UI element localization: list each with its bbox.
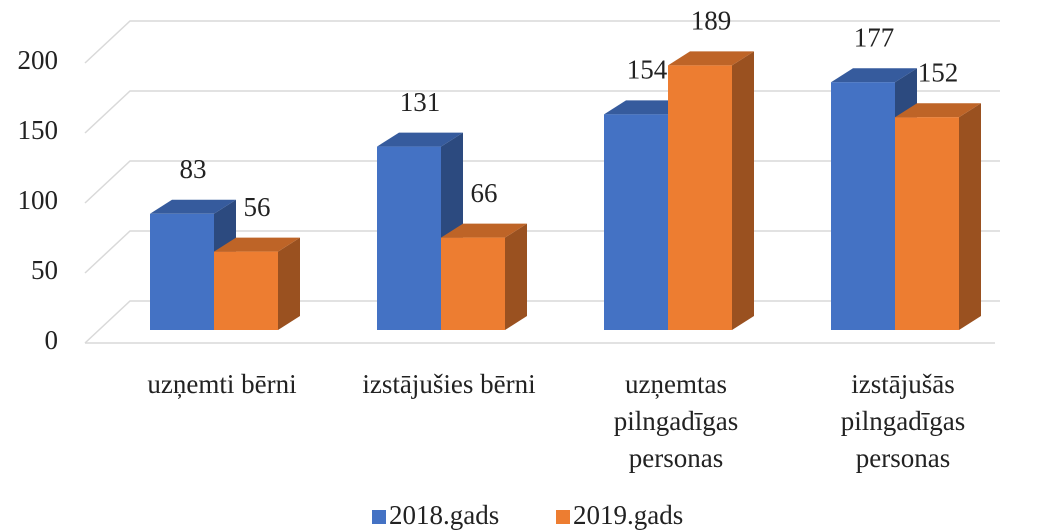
y-tick-label: 150 bbox=[18, 115, 59, 145]
data-label: 154 bbox=[627, 55, 668, 85]
bar-top bbox=[831, 68, 917, 83]
bar-top bbox=[150, 199, 236, 214]
x-tick-label: izstājušies bērni bbox=[362, 369, 536, 399]
x-tick-label: uzņemti bērni bbox=[147, 369, 297, 399]
x-tick-label: uzņemtas pilngadīgas personas bbox=[613, 369, 739, 473]
bar bbox=[214, 237, 300, 330]
legend-swatch bbox=[556, 510, 570, 524]
bar-front bbox=[604, 114, 668, 331]
bar-top bbox=[214, 237, 300, 252]
bar-front bbox=[377, 146, 441, 330]
bar-side bbox=[732, 51, 754, 331]
bar-front bbox=[150, 213, 214, 330]
y-tick-label: 0 bbox=[45, 325, 59, 355]
bar-front bbox=[831, 82, 895, 330]
data-label: 131 bbox=[400, 87, 441, 117]
data-label: 177 bbox=[854, 22, 895, 52]
bar-top bbox=[441, 223, 527, 238]
bar-top bbox=[668, 51, 754, 66]
bar-front bbox=[214, 251, 278, 330]
legend-label: 2019.gads bbox=[573, 500, 683, 530]
y-tick-label: 200 bbox=[18, 45, 59, 75]
bar-front bbox=[441, 237, 505, 330]
data-label: 83 bbox=[180, 154, 207, 184]
x-tick-label: izstājušās pilngadīgas personas bbox=[840, 369, 966, 473]
bar-side bbox=[959, 103, 981, 330]
data-label: 66 bbox=[471, 178, 498, 208]
y-tick-label: 50 bbox=[31, 255, 58, 285]
bar bbox=[441, 223, 527, 330]
bar bbox=[668, 51, 754, 331]
bar-side bbox=[505, 223, 527, 330]
legend-swatch bbox=[372, 510, 386, 524]
bar-front bbox=[895, 117, 959, 330]
bar-front bbox=[668, 65, 732, 331]
bar-top bbox=[377, 132, 463, 147]
data-label: 56 bbox=[244, 192, 271, 222]
grid-line bbox=[84, 20, 1000, 64]
y-tick-label: 100 bbox=[18, 185, 59, 215]
bar bbox=[895, 103, 981, 330]
data-label: 189 bbox=[691, 6, 732, 36]
bar-side bbox=[278, 237, 300, 330]
legend-label: 2018.gads bbox=[389, 500, 499, 530]
bar-top bbox=[895, 103, 981, 118]
data-label: 152 bbox=[918, 57, 959, 87]
